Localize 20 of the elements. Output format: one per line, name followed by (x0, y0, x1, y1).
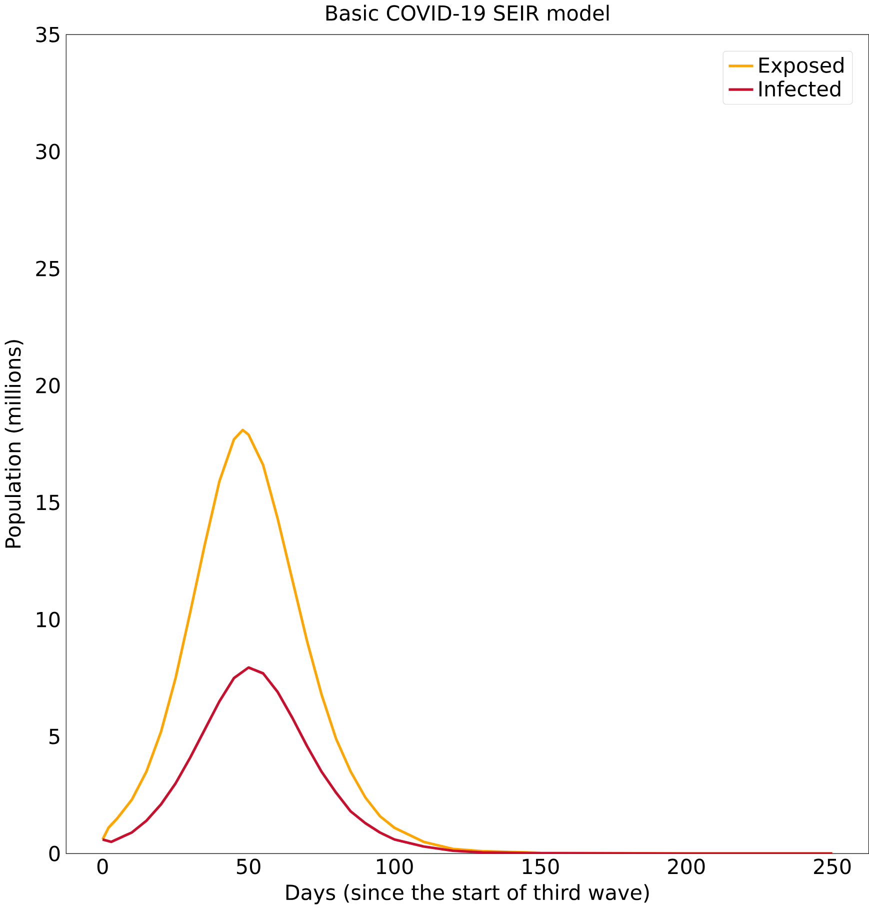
x-tick-label: 200 (668, 858, 705, 874)
x-tick-label: 50 (236, 858, 260, 874)
chart-title: Basic COVID-19 SEIR model (326, 4, 609, 21)
y-tick-label: 15 (36, 494, 60, 510)
x-tick-label: 100 (376, 858, 413, 874)
y-tick-label: 35 (36, 26, 60, 42)
y-tick-label: 5 (49, 728, 60, 744)
y-axis-title: Population (millions) (4, 340, 25, 548)
line-series (101, 666, 834, 854)
y-tick-label: 20 (36, 378, 60, 394)
x-tick-label: 250 (814, 858, 851, 874)
y-tick-label: 0 (49, 846, 60, 862)
y-tick-label: 30 (36, 144, 60, 160)
x-tick-label: 0 (97, 858, 108, 874)
y-tick-label: 10 (36, 612, 60, 628)
x-axis-title: Days (since the start of third wave) (286, 884, 649, 904)
x-tick-label: 150 (522, 858, 559, 874)
legend-label: Exposed (759, 56, 844, 77)
y-tick-label: 25 (36, 260, 60, 276)
legend-label: Infected (759, 80, 840, 97)
